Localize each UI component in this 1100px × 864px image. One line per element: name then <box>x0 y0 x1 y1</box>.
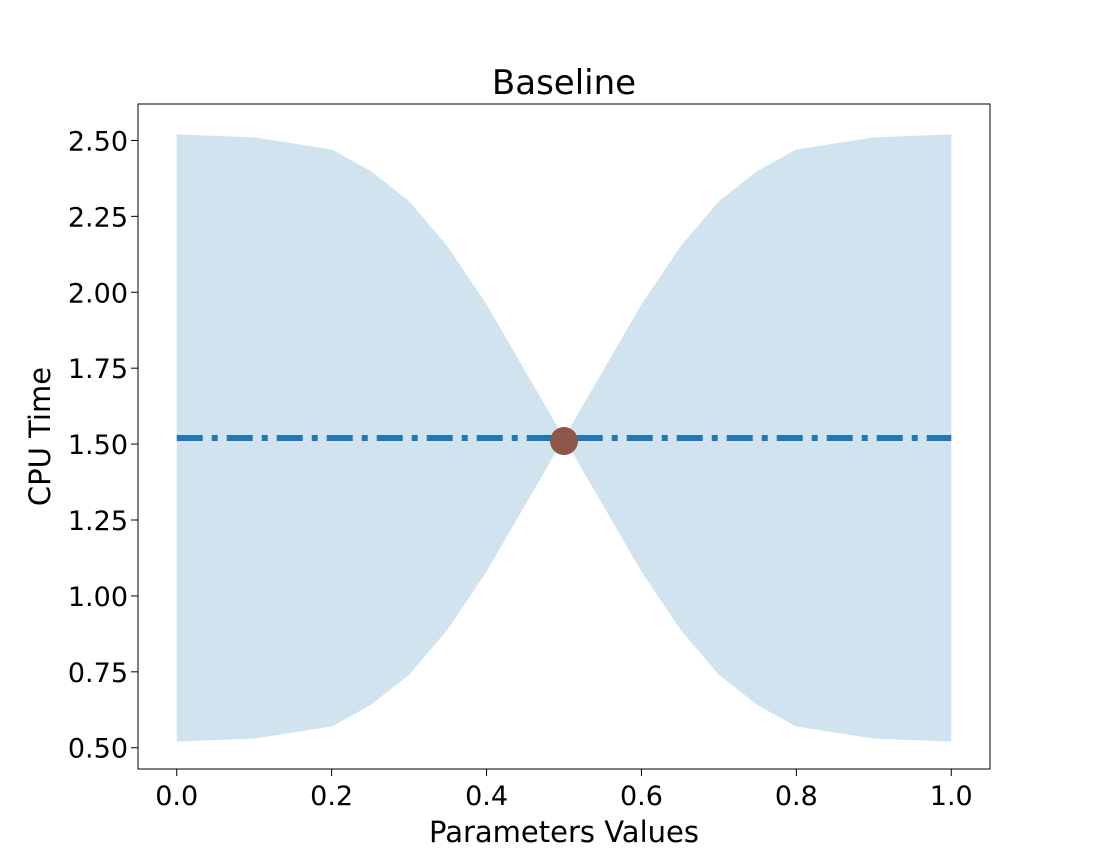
y-tick-label: 2.25 <box>68 202 128 233</box>
y-axis: 0.50 0.75 1.00 1.25 1.50 1.75 2.00 2.25 2.50 <box>68 126 138 765</box>
y-tick-label: 0.50 <box>68 734 128 765</box>
x-tick-label: 0.6 <box>620 781 663 812</box>
chart-title: Baseline <box>492 63 636 103</box>
x-axis-label: Parameters Values <box>429 815 699 849</box>
y-tick-label: 2.00 <box>68 278 128 309</box>
y-tick-label: 1.25 <box>68 506 128 537</box>
y-tick-label: 2.50 <box>68 126 128 157</box>
x-tick-label: 0.8 <box>775 781 818 812</box>
y-axis-label: CPU Time <box>23 367 57 506</box>
y-tick-label: 1.00 <box>68 582 128 613</box>
y-tick-label: 0.75 <box>68 658 128 689</box>
y-tick-label: 1.50 <box>68 430 128 461</box>
data-point <box>550 427 578 456</box>
x-tick-label: 1.0 <box>930 781 973 812</box>
plot-frame <box>137 103 991 770</box>
x-tick-label: 0.2 <box>310 781 353 812</box>
plot-area <box>137 103 991 770</box>
x-tick-label: 0.4 <box>465 781 508 812</box>
y-tick-label: 1.75 <box>68 354 128 385</box>
x-tick-label: 0.0 <box>155 781 198 812</box>
x-axis: 0.0 0.2 0.4 0.6 0.8 1.0 <box>155 769 973 812</box>
